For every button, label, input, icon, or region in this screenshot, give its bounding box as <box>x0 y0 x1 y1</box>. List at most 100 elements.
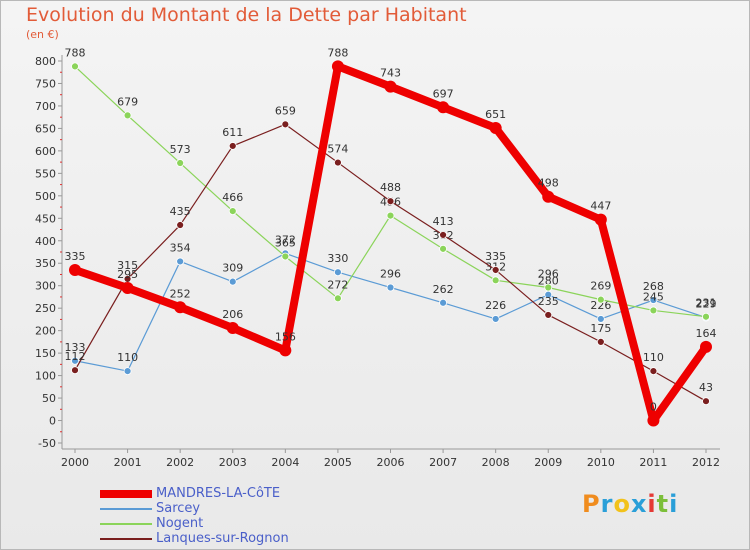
data-label: 296 <box>380 268 401 281</box>
data-point <box>386 211 395 220</box>
data-label: 252 <box>170 287 191 300</box>
data-label: 110 <box>643 351 664 364</box>
data-label: 0 <box>650 401 657 414</box>
data-point <box>123 367 132 375</box>
y-tick-label: 550 <box>35 167 56 180</box>
legend-label: Nogent <box>156 516 204 531</box>
data-point <box>281 120 290 129</box>
data-label: 335 <box>65 250 86 263</box>
data-point <box>596 295 605 304</box>
data-point <box>489 121 502 134</box>
data-point <box>71 366 79 375</box>
data-point <box>491 315 500 323</box>
x-tick-label: 2008 <box>482 456 510 469</box>
x-tick-label: 2001 <box>114 456 142 469</box>
data-label: 309 <box>222 262 243 275</box>
data-point <box>334 268 342 277</box>
data-label: 488 <box>380 181 401 194</box>
data-point <box>228 207 237 216</box>
legend-swatch <box>100 523 152 525</box>
data-point <box>702 312 710 321</box>
data-point <box>649 367 658 375</box>
data-label: 651 <box>485 108 506 121</box>
data-label: 574 <box>327 143 348 156</box>
data-label: 112 <box>65 350 86 363</box>
chart-title: Evolution du Montant de la Dette par Hab… <box>26 4 467 26</box>
data-point <box>386 283 395 292</box>
data-point <box>121 281 134 294</box>
x-tick-label: 2003 <box>219 456 247 469</box>
y-tick-label: 0 <box>49 415 56 428</box>
y-tick-label: 500 <box>35 190 56 203</box>
data-point <box>596 315 605 323</box>
y-tick-label: 250 <box>35 302 56 315</box>
data-label: 245 <box>643 290 664 303</box>
data-label: 43 <box>699 381 713 394</box>
series-mandres-la-c-te: 335 295 252 206 156 788 743 697 651 498 447 0 164 <box>65 46 717 427</box>
data-label: 498 <box>538 177 559 190</box>
data-label: 229 <box>696 298 717 311</box>
data-label: 330 <box>327 252 348 265</box>
data-label: 335 <box>485 250 506 263</box>
logo-letter: i <box>669 490 679 518</box>
logo-letter: x <box>630 490 648 518</box>
data-label: 788 <box>65 46 86 59</box>
data-point <box>71 356 79 365</box>
data-label: 435 <box>170 205 191 218</box>
y-tick-label: 100 <box>35 370 56 383</box>
y-tick-label: 450 <box>35 212 56 225</box>
x-tick-label: 2006 <box>377 456 405 469</box>
data-label: 164 <box>696 327 717 340</box>
data-label: 226 <box>485 299 506 312</box>
logo-letter: o <box>613 490 631 518</box>
data-point <box>596 337 605 346</box>
y-tick-label: 350 <box>35 257 56 270</box>
x-tick-label: 2000 <box>61 456 89 469</box>
data-label: 365 <box>275 236 296 249</box>
data-point <box>491 266 500 274</box>
data-label: 611 <box>222 126 243 139</box>
data-point <box>439 231 447 239</box>
x-tick-label: 2010 <box>587 456 615 469</box>
series-lanques-sur-rognon: 112 315 435 611 659 574 488 413 335 235 175 110 43 <box>65 104 713 406</box>
y-tick-label: 400 <box>35 235 56 248</box>
data-label: 231 <box>696 297 717 310</box>
data-label: 697 <box>433 87 454 100</box>
y-tick-label: 300 <box>35 280 56 293</box>
data-label: 226 <box>590 299 611 312</box>
data-label: 354 <box>170 241 191 254</box>
data-point <box>176 221 185 229</box>
data-label: 280 <box>538 275 559 288</box>
data-point <box>334 158 342 167</box>
data-label: 235 <box>538 295 559 308</box>
data-label: 743 <box>380 67 401 80</box>
logo-letter: P <box>582 490 601 518</box>
data-label: 262 <box>433 283 454 296</box>
data-point <box>700 340 712 353</box>
chart-unit-label: (en €) <box>26 28 59 41</box>
y-tick-label: 200 <box>35 325 56 338</box>
data-label: 372 <box>275 233 296 246</box>
data-label: 156 <box>275 330 296 343</box>
data-label: 466 <box>222 191 243 204</box>
x-tick-label: 2005 <box>324 456 352 469</box>
x-tick-label: 2004 <box>271 456 299 469</box>
data-point <box>123 111 132 120</box>
data-point <box>439 244 447 253</box>
logo-letter: r <box>600 490 614 518</box>
legend-swatch <box>100 490 152 498</box>
x-tick-label: 2002 <box>166 456 194 469</box>
y-tick-label: 600 <box>35 145 56 158</box>
y-tick-label: 50 <box>42 392 56 405</box>
data-point <box>228 142 237 150</box>
data-point <box>281 252 290 261</box>
data-label: 110 <box>117 351 138 364</box>
data-label: 573 <box>170 143 191 156</box>
data-point <box>649 296 658 304</box>
x-tick-label: 2011 <box>639 456 667 469</box>
data-point <box>544 311 553 319</box>
data-label: 788 <box>327 46 348 59</box>
data-point <box>437 101 450 114</box>
